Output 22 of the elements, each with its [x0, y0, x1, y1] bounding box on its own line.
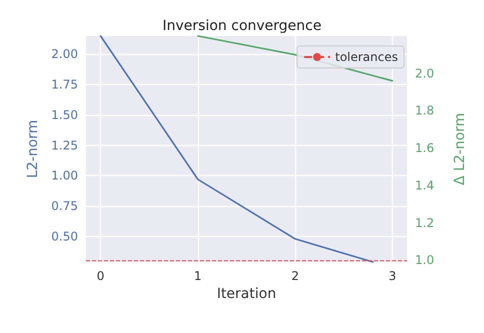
y-tick-label: 1.50	[51, 108, 78, 122]
y2-tick-label: 1.0	[415, 253, 434, 268]
y-tick-label: 2.00	[51, 47, 78, 62]
x-tick-label: 2	[291, 269, 299, 283]
legend-label: tolerances	[335, 50, 398, 64]
x-tick-label: 1	[194, 269, 202, 283]
y2-tick-label: 1.2	[415, 216, 434, 230]
y2-tick-label: 2.0	[415, 66, 434, 80]
y2-axis-title: Δ L2-norm	[452, 112, 468, 186]
y-axis-title: L2-norm	[25, 120, 41, 178]
y-tick-label: 0.50	[51, 229, 78, 244]
y-tick-label: 1.00	[51, 168, 78, 183]
y2-tick-label: 1.6	[415, 141, 434, 156]
y-tick-label: 0.75	[51, 199, 78, 214]
x-axis-title: Iteration	[216, 286, 276, 302]
y2-tick-label: 1.8	[415, 104, 434, 118]
x-tick-label: 3	[388, 269, 396, 283]
y2-tick-label: 1.4	[415, 178, 434, 192]
chart-title: Inversion convergence	[162, 18, 322, 34]
x-tick-label: 0	[96, 269, 104, 283]
y-tick-label: 1.25	[51, 138, 78, 152]
y-tick-label: 1.75	[51, 78, 78, 92]
